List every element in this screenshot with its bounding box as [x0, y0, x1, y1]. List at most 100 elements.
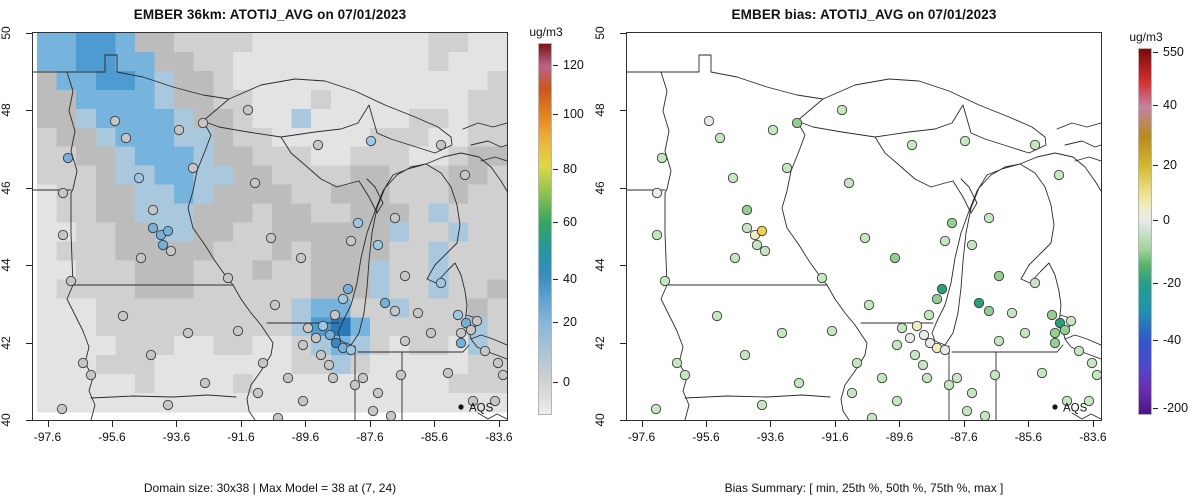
raster-cell	[428, 165, 449, 185]
raster-cell	[389, 279, 410, 299]
raster-cell	[56, 89, 77, 110]
raster-cell	[428, 33, 449, 53]
raster-cell	[311, 374, 332, 394]
raster-cell	[174, 184, 194, 204]
raster-cell	[76, 108, 97, 129]
raster-cell	[174, 241, 194, 261]
raster-cell	[95, 127, 116, 147]
obs-point	[843, 177, 855, 189]
raster-cell	[56, 33, 77, 53]
raster-cell	[37, 127, 57, 147]
raster-cell	[330, 70, 351, 91]
colorbar-tick-label: 60	[563, 214, 577, 229]
raster-cell	[448, 146, 469, 166]
obs-point	[57, 229, 69, 241]
colorbar-tick-mark	[553, 322, 558, 323]
obs-point	[352, 217, 364, 229]
raster-cell	[174, 108, 194, 129]
obs-point	[367, 405, 379, 417]
obs-point	[1049, 337, 1061, 349]
raster-cell	[272, 203, 292, 223]
raster-cell	[95, 70, 116, 91]
raster-cell	[291, 203, 312, 223]
raster-cell	[389, 317, 410, 337]
border-path	[1019, 163, 1062, 316]
left-map-svg: AQS	[33, 33, 507, 420]
raster-cell	[174, 279, 194, 299]
raster-cell	[95, 279, 116, 299]
border-path	[462, 344, 470, 353]
y-tick-label: 44	[0, 258, 13, 272]
raster-cell	[37, 393, 57, 413]
border-path	[280, 136, 360, 188]
obs-point	[921, 372, 933, 384]
y-tick-label: 48	[0, 103, 13, 118]
raster-cell	[115, 146, 136, 166]
border-path	[1064, 334, 1101, 346]
right-footer-line1: Bias Summary: [ min, 25th %, 50th %, 75t…	[724, 481, 1004, 495]
raster-cell	[134, 108, 155, 129]
x-tick-mark	[899, 421, 901, 427]
x-tick-label: -87.6	[950, 430, 978, 444]
raster-cell	[311, 184, 332, 204]
raster-cell	[330, 51, 351, 72]
raster-cell	[213, 241, 234, 261]
raster-cell	[448, 70, 469, 91]
raster-cell	[369, 260, 390, 280]
y-tick-label: 48	[593, 103, 607, 118]
raster-cell	[95, 317, 116, 337]
raster-cell	[95, 241, 116, 261]
right-colorbar-unit: ug/m3	[1129, 30, 1163, 44]
obs-point	[931, 293, 943, 305]
x-tick-label: -91.6	[227, 430, 255, 444]
obs-point	[425, 327, 437, 339]
left-colorbar-unit: ug/m3	[529, 25, 563, 39]
obs-point	[936, 283, 948, 295]
obs-point	[77, 357, 89, 369]
obs-point	[729, 252, 741, 264]
obs-point	[459, 169, 471, 181]
obs-point	[117, 310, 129, 322]
obs-point	[315, 349, 327, 361]
raster-cell	[487, 241, 507, 261]
obs-point	[741, 222, 753, 234]
raster-cell	[76, 336, 97, 356]
obs-point	[455, 337, 467, 349]
raster-cell	[154, 260, 175, 280]
obs-point	[851, 357, 863, 369]
raster-cell	[232, 355, 253, 375]
y-tick-mark	[26, 110, 32, 112]
colorbar-tick-label: 40	[1163, 97, 1177, 112]
raster-cell	[213, 146, 234, 166]
raster-cell	[213, 279, 234, 299]
right-map-svg: AQS	[627, 54, 1101, 420]
raster-cell	[193, 336, 214, 356]
raster-cell	[56, 260, 77, 280]
obs-point	[330, 337, 342, 349]
y-tick-label: 50	[0, 26, 13, 40]
raster-cell	[389, 393, 410, 413]
x-tick-label: -97.6	[33, 430, 62, 444]
raster-cell	[369, 33, 390, 53]
obs-point	[492, 357, 504, 369]
raster-cell	[350, 241, 371, 261]
raster-cell	[76, 89, 97, 110]
x-tick-mark	[305, 421, 307, 427]
aqs-legend: AQS	[1052, 403, 1088, 415]
obs-point	[889, 252, 901, 264]
y-tick-label: 46	[593, 181, 607, 195]
raster-cell	[37, 279, 57, 299]
raster-cell	[193, 279, 214, 299]
raster-cell	[76, 70, 97, 91]
raster-cell	[311, 393, 332, 413]
border-path	[684, 394, 831, 399]
raster-cell	[272, 336, 292, 356]
colorbar-tick-mark	[1153, 51, 1158, 53]
raster-cell	[232, 298, 253, 318]
raster-cell	[369, 222, 390, 242]
colorbar-tick-mark	[1153, 220, 1158, 222]
raster-cell	[76, 260, 97, 280]
raster-cell	[134, 184, 155, 204]
obs-point	[939, 235, 951, 247]
raster-cell	[37, 33, 57, 53]
